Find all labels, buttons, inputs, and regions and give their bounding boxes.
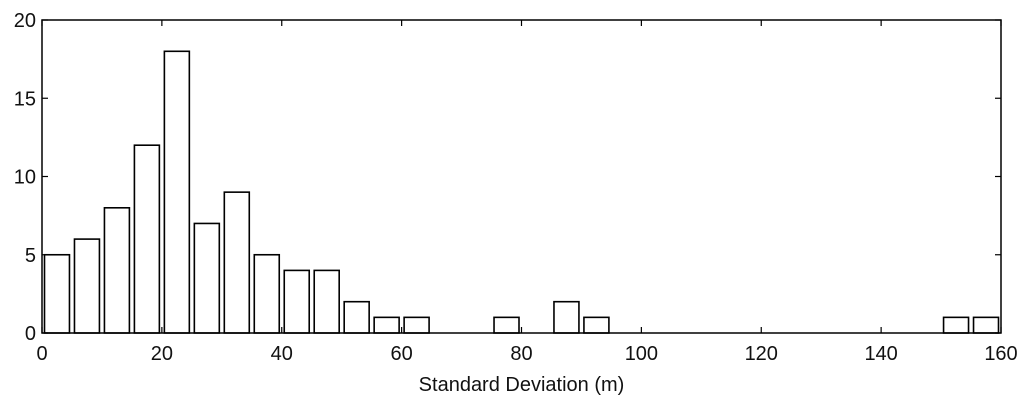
histogram-bar	[942, 316, 970, 334]
x-tick-label: 40	[271, 343, 293, 365]
histogram-bar	[553, 300, 580, 334]
histogram-bar	[373, 316, 400, 334]
x-tick-label: 0	[36, 343, 47, 365]
x-axis-label: Standard Deviation (m)	[419, 374, 625, 396]
histogram-bar	[193, 222, 221, 334]
y-tick-label: 20	[14, 10, 36, 32]
y-tick-label: 10	[14, 167, 36, 189]
histogram-bar	[583, 316, 610, 334]
x-tick-label: 80	[510, 343, 532, 365]
histogram-bar	[343, 300, 370, 334]
ticks-layer: 0 20 40 60 80 100 120 140 160 0 5 10 15 20	[14, 10, 1018, 365]
histogram-bar	[493, 316, 520, 334]
histogram-bar	[253, 253, 281, 334]
histogram-bar	[163, 50, 191, 334]
histogram-bar	[403, 316, 430, 334]
y-tick-label: 5	[25, 245, 36, 267]
x-tick-label: 60	[391, 343, 413, 365]
histogram-bar	[103, 207, 131, 334]
x-tick-label: 20	[151, 343, 173, 365]
histogram-bar	[133, 144, 161, 334]
y-tick-label: 15	[14, 88, 36, 110]
histogram-bar	[43, 253, 71, 334]
histogram-bar	[313, 269, 340, 334]
x-tick-label: 100	[625, 343, 658, 365]
histogram-bar	[73, 238, 101, 334]
histogram-bar	[972, 316, 1000, 334]
y-tick-label: 0	[25, 323, 36, 345]
histogram-bar	[223, 191, 251, 334]
bars-layer	[43, 50, 1000, 334]
x-tick-label: 140	[864, 343, 897, 365]
x-tick-label: 160	[984, 343, 1017, 365]
histogram-bar	[283, 269, 311, 334]
x-tick-label: 120	[745, 343, 778, 365]
